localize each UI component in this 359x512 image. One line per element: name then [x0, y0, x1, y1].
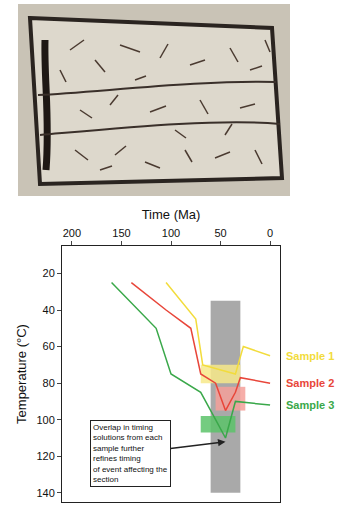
svg-text:100: 100 [162, 227, 180, 239]
svg-text:Sample 1: Sample 1 [286, 350, 334, 362]
svg-text:80: 80 [43, 377, 55, 389]
svg-text:Sample 2: Sample 2 [286, 377, 334, 389]
svg-text:Sample 3: Sample 3 [286, 399, 334, 411]
svg-text:100: 100 [36, 414, 54, 426]
svg-text:150: 150 [112, 227, 130, 239]
svg-text:140: 140 [36, 487, 54, 499]
svg-text:Temperature (°C): Temperature (°C) [14, 324, 29, 424]
svg-text:Overlap in timingsolutions fro: Overlap in timingsolutions from eachsamp… [93, 423, 168, 484]
svg-text:40: 40 [43, 304, 55, 316]
svg-text:50: 50 [214, 227, 226, 239]
svg-text:Time (Ma): Time (Ma) [142, 207, 201, 222]
svg-text:120: 120 [36, 450, 54, 462]
svg-text:60: 60 [43, 340, 55, 352]
svg-text:200: 200 [63, 227, 81, 239]
svg-text:20: 20 [43, 267, 55, 279]
svg-text:0: 0 [267, 227, 273, 239]
